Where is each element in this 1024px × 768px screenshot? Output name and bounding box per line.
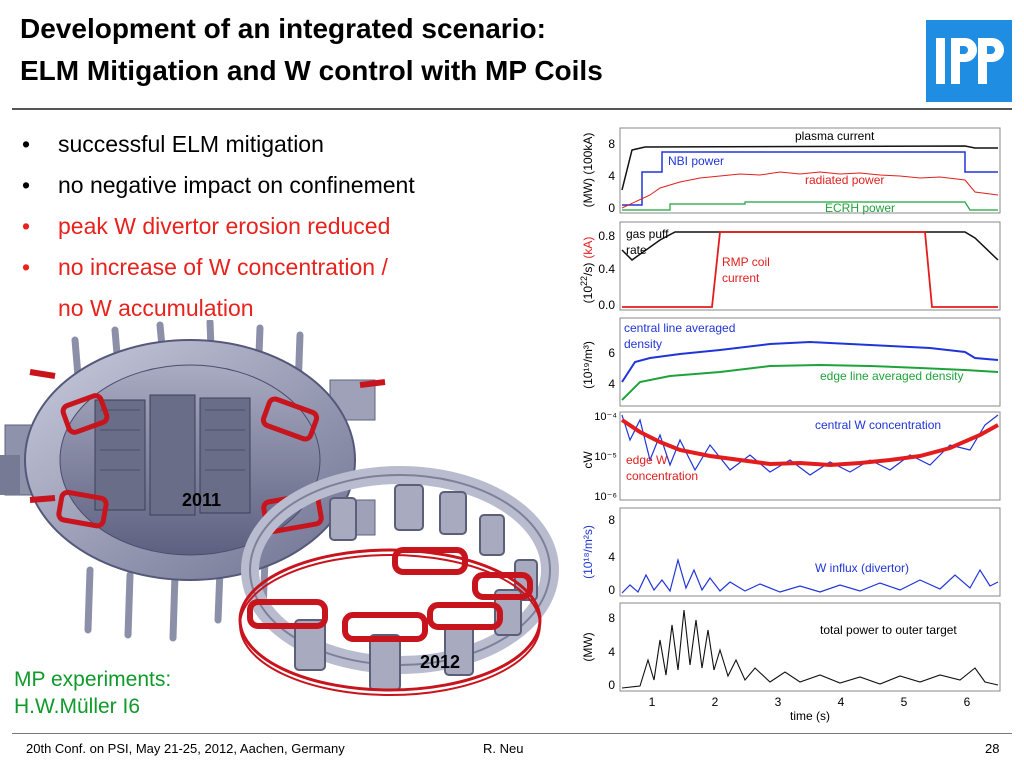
footer-conference: 20th Conf. on PSI, May 21-25, 2012, Aach… bbox=[26, 741, 345, 756]
bullet-item: • no negative impact on confinement bbox=[22, 172, 415, 198]
outer-target-power-trace bbox=[621, 609, 999, 689]
label-current: current bbox=[722, 271, 760, 285]
bullet-list: • successful ELM mitigation • no negative … bbox=[22, 124, 542, 329]
label-outer-target-power: total power to outer target bbox=[820, 623, 957, 637]
footer-divider bbox=[12, 733, 1012, 734]
panel1-ytick: 0 bbox=[608, 201, 615, 215]
panel4-ytick: 10⁻⁶ bbox=[594, 491, 617, 503]
rmp-coil-current-trace bbox=[622, 231, 998, 308]
panel4-ytick: 10⁻⁴ bbox=[594, 411, 617, 423]
x-tick: 2 bbox=[712, 695, 719, 709]
time-traces-svg: (MW) (100kA) 8 4 0 plasma current NBI po… bbox=[579, 127, 1001, 723]
label-w-influx: W influx (divertor) bbox=[815, 561, 909, 575]
label-2011: 2011 bbox=[182, 490, 222, 510]
panel1-ylabel: (MW) (100kA) bbox=[581, 133, 595, 208]
title-line-2: ELM Mitigation and W control with MP Coi… bbox=[20, 55, 603, 87]
edge-density-trace bbox=[621, 363, 999, 401]
panel3-ytick: 6 bbox=[608, 346, 615, 360]
label-rmp-coil: RMP coil bbox=[722, 255, 770, 269]
panel2-ytick: 0.4 bbox=[598, 262, 615, 276]
panel5-ylabel: (10¹⁸/m²s) bbox=[581, 525, 595, 579]
panel4-ytick: 10⁻⁵ bbox=[594, 451, 617, 463]
experiment-credit: MP experiments: H.W.Müller I6 bbox=[14, 666, 171, 720]
panel-frame bbox=[619, 127, 1001, 214]
label-central-w: central W concentration bbox=[815, 418, 941, 432]
panel-frame bbox=[619, 507, 1001, 597]
x-tick: 4 bbox=[838, 695, 845, 709]
title-line-1: Development of an integrated scenario: bbox=[20, 13, 546, 44]
ecrh-power-trace bbox=[622, 201, 998, 211]
panel6-ytick: 0 bbox=[608, 678, 615, 692]
panel1-ytick: 4 bbox=[608, 169, 615, 183]
label-rate: rate bbox=[626, 243, 647, 257]
panel5-ytick: 4 bbox=[608, 550, 615, 564]
label-ecrh-power: ECRH power bbox=[825, 201, 895, 215]
nbi-power-trace bbox=[622, 151, 998, 206]
radiated-power-trace bbox=[621, 171, 999, 209]
panel-frame bbox=[619, 411, 1001, 501]
bullet-item: • peak W divertor erosion reduced bbox=[22, 213, 391, 239]
plasma-current-trace bbox=[621, 145, 998, 191]
panel6-ytick: 4 bbox=[608, 645, 615, 659]
panel6-ylabel: (MW) bbox=[581, 632, 595, 661]
central-w-trace bbox=[621, 414, 999, 476]
gas-puff-trace bbox=[621, 231, 999, 261]
panel2-ylabel: (1022/s)(kA) bbox=[579, 237, 595, 304]
label-concentration: concentration bbox=[626, 469, 698, 483]
time-traces-figure: (MW) (100kA) 8 4 0 plasma current NBI po… bbox=[570, 120, 1014, 725]
coil-illustration: 2011 2012 bbox=[0, 318, 560, 725]
footer-page-number: 28 bbox=[985, 741, 1000, 756]
label-plasma-current: plasma current bbox=[795, 129, 875, 143]
panel5-ytick: 0 bbox=[608, 583, 615, 597]
bullet-item: • no increase of W concentration / bbox=[22, 254, 388, 280]
tokamak-coils-image bbox=[0, 318, 559, 696]
label-nbi-power: NBI power bbox=[668, 154, 724, 168]
credit-line-1: MP experiments: bbox=[14, 668, 172, 691]
label-central-density: central line averaged bbox=[624, 321, 735, 335]
panel-frame bbox=[619, 602, 1001, 692]
panel-frame bbox=[619, 317, 1001, 407]
slide-title: Development of an integrated scenario: E… bbox=[20, 13, 900, 87]
panel1-ytick: 8 bbox=[608, 137, 615, 151]
label-gas-puff: gas puff bbox=[626, 227, 669, 241]
title-divider bbox=[12, 108, 1012, 110]
panel2-ytick: 0.0 bbox=[598, 298, 615, 312]
panel3-ytick: 4 bbox=[608, 377, 615, 391]
ipp-logo bbox=[926, 20, 1012, 102]
x-axis-label: time (s) bbox=[790, 709, 830, 723]
x-axis: 1 2 3 4 5 6 time (s) bbox=[649, 695, 971, 723]
bullet-item-continuation: no W accumulation bbox=[58, 295, 254, 321]
label-density: density bbox=[624, 337, 662, 351]
footer-author: R. Neu bbox=[483, 741, 524, 756]
panel3-ylabel: (10¹⁹/m³) bbox=[581, 341, 595, 389]
central-density-trace bbox=[621, 340, 999, 383]
x-tick: 5 bbox=[901, 695, 908, 709]
bullet-item: • successful ELM mitigation bbox=[22, 131, 324, 157]
panel6-ytick: 8 bbox=[608, 611, 615, 625]
panel4-ylabel: cW bbox=[581, 451, 595, 469]
label-edge-density: edge line averaged density bbox=[820, 369, 963, 383]
label-edge-w: edge W bbox=[626, 453, 668, 467]
x-tick: 3 bbox=[775, 695, 782, 709]
label-2012: 2012 bbox=[420, 652, 461, 672]
credit-line-2: H.W.Müller I6 bbox=[14, 695, 141, 718]
panel-frame bbox=[619, 221, 1001, 311]
panel2-ytick: 0.8 bbox=[598, 229, 615, 243]
label-radiated-power: radiated power bbox=[805, 173, 884, 187]
x-tick: 6 bbox=[964, 695, 971, 709]
edge-w-trace bbox=[620, 418, 999, 468]
x-tick: 1 bbox=[649, 695, 656, 709]
ipp-logo-graphic bbox=[936, 38, 1004, 84]
panel5-ytick: 8 bbox=[608, 513, 615, 527]
w-influx-trace bbox=[621, 557, 999, 594]
